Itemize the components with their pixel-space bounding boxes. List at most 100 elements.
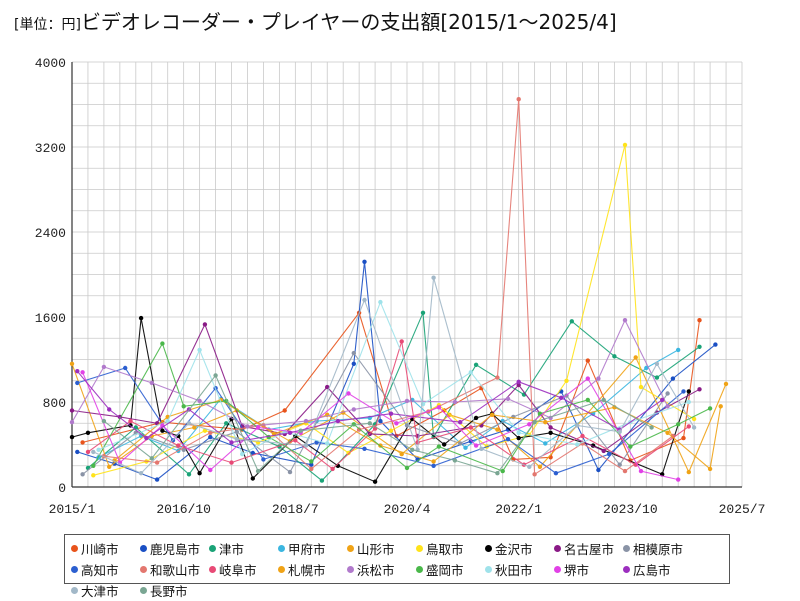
data-point bbox=[186, 472, 192, 477]
data-point bbox=[309, 466, 314, 472]
series-line bbox=[82, 352, 669, 475]
data-point bbox=[543, 441, 548, 446]
data-point bbox=[330, 466, 335, 472]
series-7 bbox=[69, 315, 691, 484]
legend-label: 岐阜市 bbox=[219, 563, 257, 578]
legend-marker bbox=[140, 545, 147, 552]
series-3 bbox=[85, 310, 702, 483]
legend-marker bbox=[347, 545, 354, 552]
legend-item: 相模原市 bbox=[623, 538, 692, 559]
data-point bbox=[548, 425, 553, 430]
legend-label: 津市 bbox=[219, 542, 245, 557]
data-point bbox=[644, 365, 649, 371]
data-point bbox=[628, 444, 633, 449]
data-point bbox=[229, 460, 234, 465]
legend-item: 高知市 bbox=[71, 559, 140, 580]
data-point bbox=[149, 456, 154, 461]
legend-item: 川崎市 bbox=[71, 538, 140, 559]
data-point bbox=[516, 382, 521, 388]
data-point bbox=[404, 398, 410, 404]
data-point bbox=[575, 423, 580, 428]
data-point bbox=[473, 362, 479, 367]
data-point bbox=[489, 412, 495, 417]
y-tick-label: 2400 bbox=[35, 226, 66, 241]
data-point bbox=[431, 275, 436, 280]
legend-marker bbox=[623, 566, 630, 573]
x-tick-label: 2018/7 bbox=[272, 502, 319, 517]
data-point bbox=[575, 442, 580, 447]
series-20 bbox=[101, 373, 654, 476]
legend-label: 鹿児島市 bbox=[150, 542, 201, 557]
legend-marker bbox=[278, 566, 285, 573]
data-point bbox=[670, 376, 676, 381]
legend-marker bbox=[209, 566, 216, 573]
data-point bbox=[516, 430, 521, 435]
data-point bbox=[229, 440, 234, 445]
data-point bbox=[665, 391, 670, 396]
data-point bbox=[580, 433, 585, 439]
data-point bbox=[325, 441, 330, 446]
legend-label: 盛岡市 bbox=[426, 563, 464, 578]
data-point bbox=[697, 387, 702, 392]
data-point bbox=[378, 299, 383, 305]
y-tick-label: 4000 bbox=[35, 56, 66, 71]
data-point bbox=[138, 471, 144, 476]
data-point bbox=[532, 472, 537, 477]
data-point bbox=[85, 430, 91, 435]
legend-label: 川崎市 bbox=[81, 542, 119, 557]
legend-marker bbox=[71, 545, 78, 552]
legend-marker bbox=[347, 566, 354, 573]
data-point bbox=[394, 421, 399, 426]
data-point bbox=[75, 380, 80, 386]
series-line bbox=[77, 261, 716, 481]
data-point bbox=[80, 472, 85, 477]
data-point bbox=[85, 449, 91, 455]
data-point bbox=[240, 451, 245, 457]
data-point bbox=[69, 420, 75, 425]
data-point bbox=[91, 463, 96, 468]
data-point bbox=[585, 376, 590, 381]
data-point bbox=[654, 361, 660, 366]
legend-marker bbox=[140, 587, 147, 594]
legend-label: 長野市 bbox=[150, 584, 188, 599]
series-line bbox=[93, 277, 695, 474]
data-point bbox=[676, 422, 681, 427]
data-point bbox=[399, 339, 404, 344]
data-point bbox=[585, 397, 590, 403]
legend-item: 名古屋市 bbox=[554, 538, 623, 559]
data-point bbox=[208, 430, 213, 435]
data-point bbox=[500, 468, 505, 474]
data-point bbox=[516, 435, 521, 441]
data-point bbox=[208, 434, 213, 440]
legend: 川崎市 鹿児島市 津市 甲府市 山形市 鳥取市 金沢市 名古屋市 相模原市 高知市 和歌山市 岐阜市 札… bbox=[64, 534, 730, 599]
data-point bbox=[505, 437, 511, 442]
data-point bbox=[622, 142, 628, 148]
data-point bbox=[346, 450, 351, 456]
data-point bbox=[186, 421, 192, 426]
series-layer bbox=[69, 97, 729, 484]
data-point bbox=[452, 399, 458, 405]
data-point bbox=[351, 361, 356, 366]
data-point bbox=[649, 425, 654, 430]
data-point bbox=[601, 448, 606, 454]
legend-marker bbox=[623, 545, 630, 552]
legend-marker bbox=[554, 545, 561, 552]
data-point bbox=[707, 466, 713, 472]
legend-label: 甲府市 bbox=[288, 542, 326, 557]
legend-marker bbox=[485, 545, 492, 552]
legend-label: 広島市 bbox=[633, 563, 671, 578]
x-tick-label: 2016/10 bbox=[156, 502, 211, 517]
data-point bbox=[654, 375, 660, 380]
data-point bbox=[250, 450, 255, 456]
series-18 bbox=[75, 369, 665, 445]
data-point bbox=[553, 471, 559, 476]
data-point bbox=[69, 361, 75, 366]
data-point bbox=[495, 471, 500, 476]
data-point bbox=[458, 420, 463, 425]
data-point bbox=[569, 319, 574, 324]
data-point bbox=[442, 442, 447, 447]
series-line bbox=[71, 318, 669, 427]
data-point bbox=[293, 438, 298, 443]
data-point bbox=[564, 378, 569, 383]
